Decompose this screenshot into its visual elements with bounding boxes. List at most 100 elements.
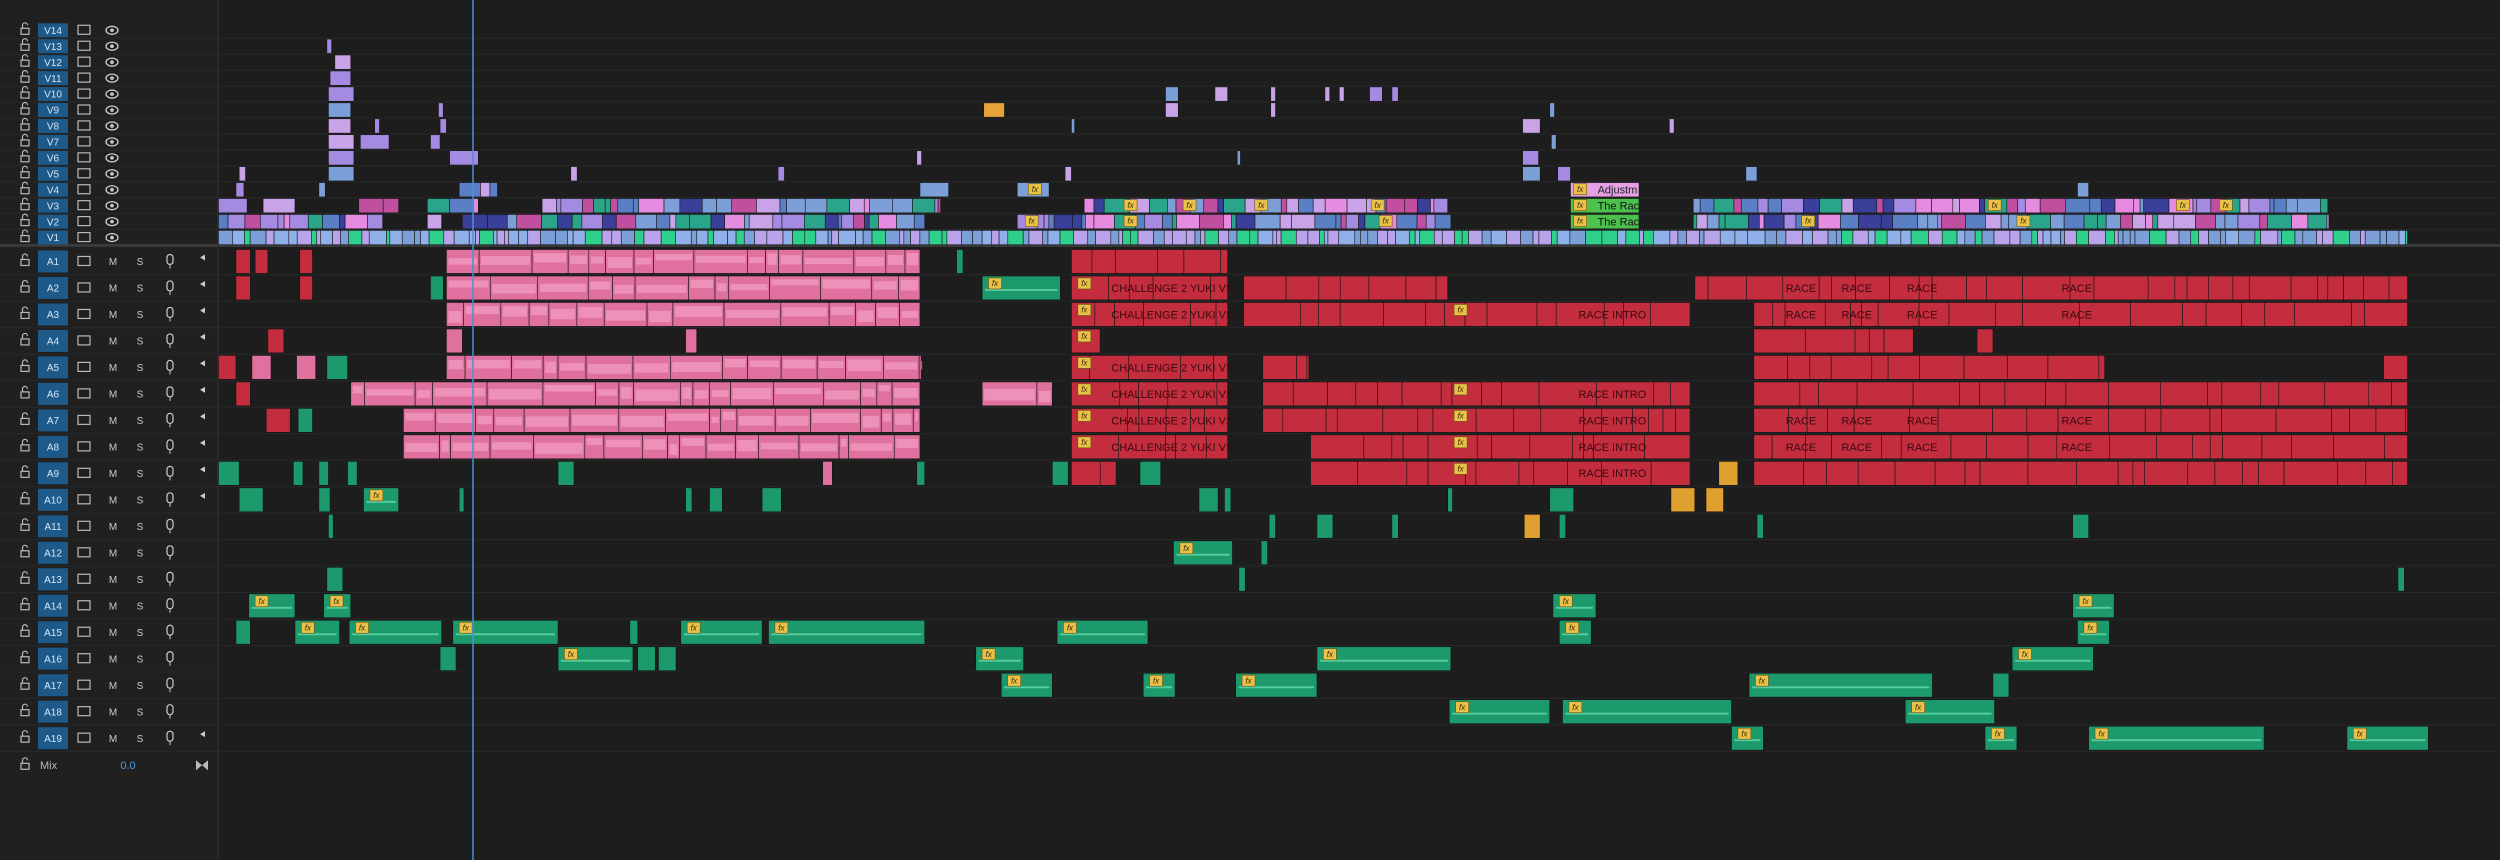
- clip: [277, 214, 285, 230]
- solo-button[interactable]: S: [137, 416, 144, 427]
- waveform: [434, 387, 486, 397]
- clip: [556, 198, 562, 214]
- clip: [604, 198, 611, 214]
- fx-label: fx: [1245, 676, 1252, 685]
- clip: [1391, 514, 1399, 539]
- clip: [1518, 461, 1535, 486]
- waveform: [588, 364, 631, 374]
- solo-button[interactable]: S: [137, 257, 144, 268]
- fx-badge: [2176, 199, 2190, 211]
- clip: [1948, 302, 1997, 327]
- clip: [680, 619, 763, 645]
- mute-button[interactable]: M: [109, 575, 117, 586]
- waveform: [465, 305, 499, 314]
- mute-button[interactable]: M: [109, 390, 117, 401]
- clip: [2076, 461, 2119, 486]
- clip: [1912, 381, 1960, 407]
- clip: [1217, 198, 1225, 214]
- clip: [831, 230, 839, 246]
- clip: [1048, 214, 1055, 230]
- waveform: [405, 412, 434, 421]
- mute-button[interactable]: M: [109, 548, 117, 559]
- lock-shackle: [21, 213, 29, 220]
- clip: [1857, 461, 1896, 486]
- solo-button[interactable]: S: [137, 522, 144, 533]
- solo-button[interactable]: S: [137, 469, 144, 480]
- clip: [2006, 198, 2019, 214]
- solo-button[interactable]: S: [137, 654, 144, 665]
- clip: [1536, 302, 1557, 327]
- clip: [1204, 408, 1228, 433]
- clip: [690, 230, 698, 246]
- waveform: [572, 414, 617, 426]
- waveform: [862, 388, 875, 397]
- mute-button[interactable]: M: [109, 363, 117, 374]
- clip: [827, 230, 833, 246]
- mute-button[interactable]: M: [109, 442, 117, 453]
- clip: [2117, 461, 2134, 486]
- track-label: A8: [47, 442, 60, 453]
- clip: [855, 230, 864, 246]
- waveform: [760, 442, 798, 450]
- solo-button[interactable]: S: [137, 310, 144, 321]
- clip: [1433, 230, 1443, 246]
- solo-button[interactable]: S: [137, 495, 144, 506]
- mute-button[interactable]: M: [109, 681, 117, 692]
- solo-button[interactable]: S: [137, 681, 144, 692]
- clip: [2129, 230, 2136, 246]
- solo-button[interactable]: S: [137, 575, 144, 586]
- solo-button[interactable]: S: [137, 628, 144, 639]
- eye-icon: [105, 25, 119, 35]
- track-label: V6: [47, 153, 60, 164]
- track-label-box: [38, 198, 68, 213]
- mute-button[interactable]: M: [109, 654, 117, 665]
- waveform: [801, 443, 838, 452]
- mute-button[interactable]: M: [109, 628, 117, 639]
- solo-button[interactable]: S: [137, 284, 144, 295]
- mute-button[interactable]: M: [109, 734, 117, 745]
- mute-button[interactable]: M: [109, 522, 117, 533]
- mute-button[interactable]: M: [109, 284, 117, 295]
- eye-icon: [105, 105, 119, 115]
- clip: [1272, 230, 1278, 246]
- clip: [1144, 214, 1163, 230]
- clip: [1601, 230, 1619, 246]
- solo-button[interactable]: S: [137, 442, 144, 453]
- mute-button[interactable]: M: [109, 495, 117, 506]
- clip: [981, 230, 993, 246]
- mute-button[interactable]: M: [109, 337, 117, 348]
- lock-icon: [20, 258, 30, 267]
- solo-button[interactable]: S: [137, 390, 144, 401]
- clip: [1858, 214, 1882, 230]
- clip: [838, 230, 856, 246]
- solo-button[interactable]: S: [137, 734, 144, 745]
- mute-button[interactable]: M: [109, 310, 117, 321]
- clip: [1099, 461, 1117, 486]
- mute-button[interactable]: M: [109, 601, 117, 612]
- track-label: A17: [44, 681, 62, 692]
- clip: [1993, 230, 2011, 246]
- clip: [1235, 672, 1318, 698]
- solo-button[interactable]: S: [137, 363, 144, 374]
- clip: [2383, 355, 2408, 380]
- clip: [1959, 381, 1980, 407]
- solo-button[interactable]: S: [137, 337, 144, 348]
- solo-button[interactable]: S: [137, 548, 144, 559]
- solo-button[interactable]: S: [137, 601, 144, 612]
- clip: [713, 230, 728, 246]
- sync-icon: [77, 706, 91, 717]
- mute-button[interactable]: M: [109, 707, 117, 718]
- sync-icon: [77, 520, 91, 531]
- clip: [360, 134, 390, 150]
- waveform: [669, 443, 678, 456]
- solo-button[interactable]: S: [137, 707, 144, 718]
- mute-button[interactable]: M: [109, 469, 117, 480]
- fx-label: fx: [1081, 385, 1088, 394]
- mute-button[interactable]: M: [109, 416, 117, 427]
- mute-button[interactable]: M: [109, 257, 117, 268]
- clip: [1382, 408, 1419, 433]
- clip: [1964, 230, 1976, 246]
- clip: [1653, 230, 1671, 246]
- sync-icon: [77, 467, 91, 478]
- clip: [918, 355, 922, 380]
